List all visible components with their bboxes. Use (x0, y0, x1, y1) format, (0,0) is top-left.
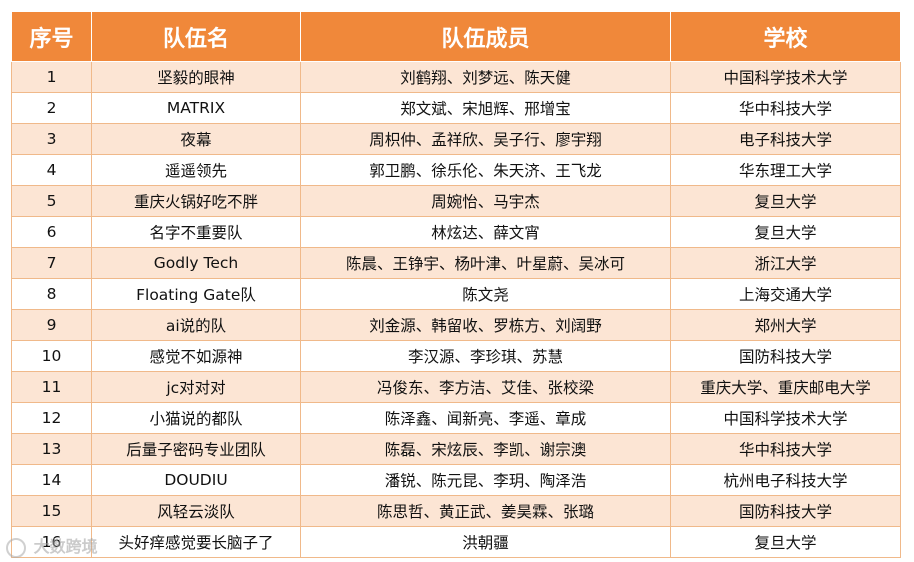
cell-team-members: 林炫达、薛文宵 (300, 216, 671, 248)
teams-table: 序号 队伍名 队伍成员 学校 1 坚毅的眼神 刘鹤翔、刘梦远、陈天健 中国科学技术大学… (11, 11, 901, 558)
header-index: 序号 (11, 11, 92, 62)
cell-index: 6 (11, 216, 92, 248)
cell-team-name: 重庆火锅好吃不胖 (91, 185, 301, 217)
cell-index: 12 (11, 402, 92, 434)
cell-index: 9 (11, 309, 92, 341)
cell-school: 复旦大学 (670, 185, 901, 217)
table-row: 9 ai说的队 刘金源、韩留收、罗栋方、刘阔野 郑州大学 (11, 309, 901, 341)
cell-school: 华东理工大学 (670, 154, 901, 186)
cell-team-name: 风轻云淡队 (91, 495, 301, 527)
table-row: 8 Floating Gate队 陈文尧 上海交通大学 (11, 278, 901, 310)
cell-index: 2 (11, 92, 92, 124)
cell-school: 国防科技大学 (670, 340, 901, 372)
cell-index: 10 (11, 340, 92, 372)
table-header: 序号 队伍名 队伍成员 学校 (11, 11, 901, 62)
cell-team-name: 坚毅的眼神 (91, 61, 301, 93)
table-body: 1 坚毅的眼神 刘鹤翔、刘梦远、陈天健 中国科学技术大学 2 MATRIX 郑文斌、宋旭辉、… (11, 61, 901, 558)
cell-team-members: 陈晨、王铮宇、杨叶津、叶星蔚、吴冰可 (300, 247, 671, 279)
cell-team-members: 李汉源、李珍琪、苏慧 (300, 340, 671, 372)
table-row: 14 DOUDIU 潘锐、陈元昆、李玥、陶泽浩 杭州电子科技大学 (11, 464, 901, 496)
cell-index: 4 (11, 154, 92, 186)
cell-team-members: 陈泽鑫、闻新亮、李遥、章成 (300, 402, 671, 434)
cell-school: 华中科技大学 (670, 92, 901, 124)
table-row: 11 jc对对对 冯俊东、李方洁、艾佳、张校梁 重庆大学、重庆邮电大学 (11, 371, 901, 403)
table-row: 13 后量子密码专业团队 陈磊、宋炫辰、李凯、谢宗澳 华中科技大学 (11, 433, 901, 465)
table-row: 5 重庆火锅好吃不胖 周婉怡、马宇杰 复旦大学 (11, 185, 901, 217)
cell-school: 电子科技大学 (670, 123, 901, 155)
cell-team-members: 郑文斌、宋旭辉、邢增宝 (300, 92, 671, 124)
table-row: 2 MATRIX 郑文斌、宋旭辉、邢增宝 华中科技大学 (11, 92, 901, 124)
table-row: 7 Godly Tech 陈晨、王铮宇、杨叶津、叶星蔚、吴冰可 浙江大学 (11, 247, 901, 279)
cell-index: 13 (11, 433, 92, 465)
cell-team-name: Floating Gate队 (91, 278, 301, 310)
cell-team-members: 刘鹤翔、刘梦远、陈天健 (300, 61, 671, 93)
cell-index: 8 (11, 278, 92, 310)
table-row: 12 小猫说的都队 陈泽鑫、闻新亮、李遥、章成 中国科学技术大学 (11, 402, 901, 434)
cell-team-name: 夜幕 (91, 123, 301, 155)
cell-team-name: 头好痒感觉要长脑子了 (91, 526, 301, 558)
table-row: 1 坚毅的眼神 刘鹤翔、刘梦远、陈天健 中国科学技术大学 (11, 61, 901, 93)
cell-team-name: 名字不重要队 (91, 216, 301, 248)
header-team-members: 队伍成员 (300, 11, 671, 62)
cell-school: 华中科技大学 (670, 433, 901, 465)
cell-team-members: 周枳仲、孟祥欣、吴子行、廖宇翔 (300, 123, 671, 155)
cell-team-members: 潘锐、陈元昆、李玥、陶泽浩 (300, 464, 671, 496)
cell-team-name: DOUDIU (91, 464, 301, 496)
cell-school: 重庆大学、重庆邮电大学 (670, 371, 901, 403)
cell-team-name: jc对对对 (91, 371, 301, 403)
cell-school: 上海交通大学 (670, 278, 901, 310)
cell-school: 杭州电子科技大学 (670, 464, 901, 496)
cell-index: 7 (11, 247, 92, 279)
cell-team-members: 郭卫鹏、徐乐伦、朱天济、王飞龙 (300, 154, 671, 186)
cell-index: 3 (11, 123, 92, 155)
cell-school: 中国科学技术大学 (670, 61, 901, 93)
cell-team-name: MATRIX (91, 92, 301, 124)
cell-school: 郑州大学 (670, 309, 901, 341)
cell-school: 复旦大学 (670, 526, 901, 558)
cell-index: 16 (11, 526, 92, 558)
cell-team-members: 周婉怡、马宇杰 (300, 185, 671, 217)
cell-team-name: 遥遥领先 (91, 154, 301, 186)
table-row: 3 夜幕 周枳仲、孟祥欣、吴子行、廖宇翔 电子科技大学 (11, 123, 901, 155)
cell-team-name: 后量子密码专业团队 (91, 433, 301, 465)
cell-school: 国防科技大学 (670, 495, 901, 527)
cell-school: 浙江大学 (670, 247, 901, 279)
cell-team-name: Godly Tech (91, 247, 301, 279)
cell-team-name: 感觉不如源神 (91, 340, 301, 372)
table-row: 15 风轻云淡队 陈思哲、黄正武、姜昊霖、张璐 国防科技大学 (11, 495, 901, 527)
cell-index: 15 (11, 495, 92, 527)
cell-team-name: ai说的队 (91, 309, 301, 341)
table-row: 4 遥遥领先 郭卫鹏、徐乐伦、朱天济、王飞龙 华东理工大学 (11, 154, 901, 186)
cell-index: 11 (11, 371, 92, 403)
cell-school: 复旦大学 (670, 216, 901, 248)
cell-team-members: 冯俊东、李方洁、艾佳、张校梁 (300, 371, 671, 403)
cell-team-members: 陈磊、宋炫辰、李凯、谢宗澳 (300, 433, 671, 465)
header-school: 学校 (670, 11, 901, 62)
cell-index: 1 (11, 61, 92, 93)
header-row: 序号 队伍名 队伍成员 学校 (11, 11, 901, 62)
cell-team-members: 陈思哲、黄正武、姜昊霖、张璐 (300, 495, 671, 527)
cell-school: 中国科学技术大学 (670, 402, 901, 434)
cell-team-name: 小猫说的都队 (91, 402, 301, 434)
table-row: 6 名字不重要队 林炫达、薛文宵 复旦大学 (11, 216, 901, 248)
cell-team-members: 洪朝疆 (300, 526, 671, 558)
cell-team-members: 刘金源、韩留收、罗栋方、刘阔野 (300, 309, 671, 341)
table-row: 10 感觉不如源神 李汉源、李珍琪、苏慧 国防科技大学 (11, 340, 901, 372)
header-team-name: 队伍名 (91, 11, 301, 62)
cell-team-members: 陈文尧 (300, 278, 671, 310)
cell-index: 5 (11, 185, 92, 217)
cell-index: 14 (11, 464, 92, 496)
table-row: 16 头好痒感觉要长脑子了 洪朝疆 复旦大学 (11, 526, 901, 558)
